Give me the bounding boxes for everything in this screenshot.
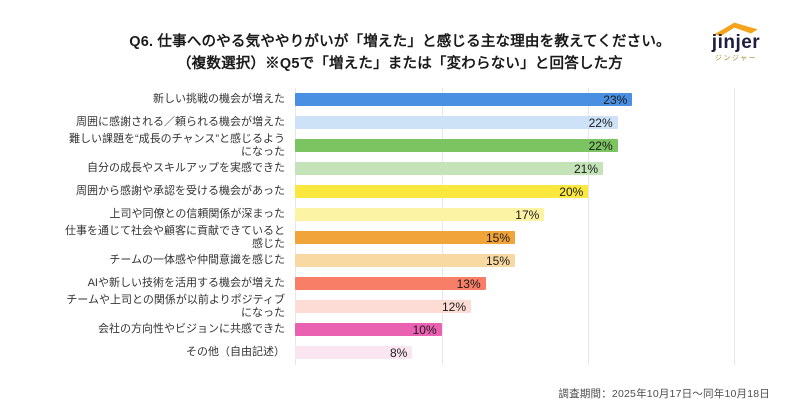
gridline [734, 88, 735, 365]
bar-track: 10% [295, 318, 735, 341]
chart-rows: 新しい挑戦の機会が増えた 23% 周囲に感謝される／頼られる機会が増えた 22% 難しい… [55, 88, 735, 365]
bar-track: 12% [295, 295, 735, 318]
value-label: 13% [456, 276, 481, 291]
value-label: 15% [485, 230, 510, 245]
category-label: AIや新しい技術を活用する機会が増えた [87, 277, 285, 290]
bar-track: 8% [295, 341, 735, 364]
category-label: 周囲に感謝される／頼られる機会が増えた [76, 116, 285, 129]
gridline [295, 88, 296, 365]
category-label: 新しい挑戦の機会が増えた [153, 93, 285, 106]
value-label: 15% [485, 253, 510, 268]
chart-row: チームや上司との関係が以前よりポジティブ になった 12% [55, 294, 735, 319]
category-label: 難しい課題を“成長のチャンス”と感じるよう になった [69, 133, 285, 158]
value-label: 22% [588, 138, 613, 153]
chart-row: 新しい挑戦の機会が増えた 23% [55, 88, 735, 111]
bar: 22% [295, 138, 618, 153]
bar: 15% [295, 230, 515, 245]
gridline [588, 88, 590, 365]
bar: 13% [295, 276, 486, 291]
chart-row: 仕事を通じて社会や顧客に貢献できていると 感じた 15% [55, 225, 735, 250]
survey-period-note: 調査期間：2025年10月17日～同年10月18日 [558, 388, 770, 400]
category-label: その他（自由記述） [186, 346, 285, 359]
value-label: 12% [441, 299, 466, 314]
bar: 22% [295, 115, 618, 130]
jinjer-logo: jinjer ジンジャー [692, 21, 780, 63]
chart-row: 難しい課題を“成長のチャンス”と感じるよう になった 22% [55, 133, 735, 158]
category-label: 会社の方向性やビジョンに共感できた [98, 323, 285, 336]
value-label: 23% [603, 92, 628, 107]
value-label: 17% [515, 207, 540, 222]
bar-track: 15% [295, 249, 735, 272]
chart-row: 自分の成長やスキルアップを実感できた 21% [55, 157, 735, 180]
bar-track: 15% [295, 226, 735, 249]
bar-track: 23% [295, 88, 735, 111]
category-label: 周囲から感謝や承認を受ける機会があった [76, 185, 285, 198]
bar-track: 21% [295, 157, 735, 180]
logo-brand-text: jinjer [711, 32, 761, 53]
gridlines [295, 88, 735, 365]
chart-row: 周囲に感謝される／頼られる機会が増えた 22% [55, 111, 735, 134]
value-label: 20% [559, 184, 584, 199]
value-label: 10% [412, 322, 437, 337]
chart-row: 上司や同僚との信頼関係が深まった 17% [55, 203, 735, 226]
bar: 10% [295, 322, 442, 337]
bar-track: 22% [295, 134, 735, 157]
title-line-2: （複数選択）※Q5で「増えた」または「変わらない」と回答した方 [176, 56, 624, 72]
bar: 17% [295, 207, 545, 222]
gridline [441, 88, 443, 365]
value-label: 21% [573, 161, 598, 176]
page-title: Q6. 仕事へのやる気ややりがいが「増えた」と感じる主な理由を教えてください。 … [0, 31, 800, 75]
value-label: 22% [588, 115, 613, 130]
bar: 8% [295, 345, 413, 360]
chart-row: その他（自由記述） 8% [55, 341, 735, 364]
category-label: チームの一体感や仲間意識を感じた [109, 254, 285, 267]
chart-row: 会社の方向性やビジョンに共感できた 10% [55, 318, 735, 341]
logo-swoosh-icon [714, 22, 758, 36]
category-label: 自分の成長やスキルアップを実感できた [87, 162, 285, 175]
title-line-1: Q6. 仕事へのやる気ややりがいが「増えた」と感じる主な理由を教えてください。 [129, 34, 671, 50]
bar-track: 20% [295, 180, 735, 203]
category-label: 仕事を通じて社会や顧客に貢献できていると 感じた [65, 225, 285, 250]
logo-subtitle-text: ジンジャー [714, 55, 758, 62]
bar-track: 13% [295, 272, 735, 295]
bar: 20% [295, 184, 589, 199]
bar: 12% [295, 299, 471, 314]
chart-row: AIや新しい技術を活用する機会が増えた 13% [55, 272, 735, 295]
bar-track: 22% [295, 111, 735, 134]
bar-track: 17% [295, 203, 735, 226]
bar: 23% [295, 92, 633, 107]
chart-row: チームの一体感や仲間意識を感じた 15% [55, 249, 735, 272]
bar: 15% [295, 253, 515, 268]
category-label: チームや上司との関係が以前よりポジティブ になった [66, 294, 285, 319]
value-label: 8% [389, 345, 408, 360]
horizontal-bar-chart: 新しい挑戦の機会が増えた 23% 周囲に感謝される／頼られる機会が増えた 22% 難しい… [55, 88, 735, 365]
bar: 21% [295, 161, 603, 176]
chart-row: 周囲から感謝や承認を受ける機会があった 20% [55, 180, 735, 203]
category-label: 上司や同僚との信頼関係が深まった [109, 208, 285, 221]
